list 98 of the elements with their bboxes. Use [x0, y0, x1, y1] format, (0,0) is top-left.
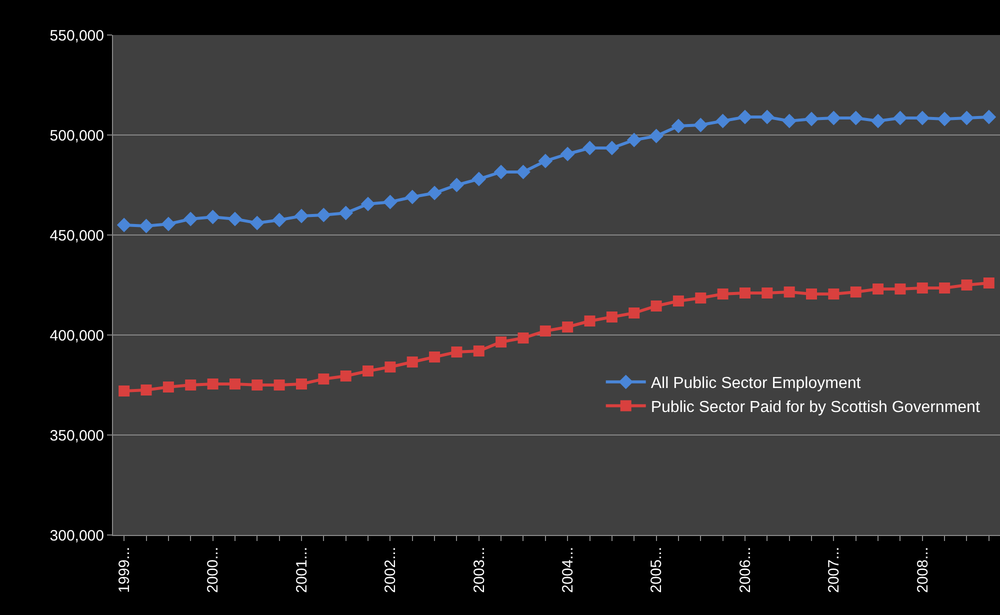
x-tick-label: 2002...: [382, 547, 400, 593]
point: [428, 186, 442, 200]
point: [806, 288, 818, 300]
x-tick-label: 2006...: [736, 547, 754, 593]
point: [695, 292, 706, 304]
point: [361, 197, 376, 211]
point: [739, 288, 750, 298]
point: [338, 206, 353, 220]
point: [782, 114, 796, 128]
x-tick-label: 1999...: [116, 547, 133, 593]
point: [893, 111, 908, 125]
point: [316, 208, 331, 222]
point: [584, 316, 596, 326]
point: [472, 172, 486, 186]
point: [604, 141, 619, 155]
point: [228, 212, 242, 226]
point: [362, 366, 374, 376]
point: [162, 382, 174, 392]
point: [406, 356, 418, 368]
point: [717, 288, 728, 300]
point: [274, 380, 285, 390]
point: [694, 118, 708, 132]
x-tick-label: 2004...: [559, 547, 576, 593]
point: [518, 332, 529, 344]
point: [606, 312, 618, 322]
point: [496, 336, 507, 348]
point: [252, 380, 263, 390]
point: [738, 110, 752, 124]
point: [872, 284, 884, 294]
point: [961, 280, 972, 290]
x-tick-label: 2008...: [914, 547, 932, 593]
point: [383, 195, 398, 209]
point: [207, 378, 218, 390]
point: [650, 300, 662, 312]
x-tick-label: 2003...: [470, 547, 488, 593]
point: [672, 296, 684, 306]
point: [384, 362, 396, 372]
point: [939, 282, 950, 294]
point: [784, 286, 795, 298]
point: [848, 111, 863, 125]
y-tick-label: 350,000: [50, 427, 104, 444]
point: [826, 111, 841, 125]
point: [582, 141, 597, 155]
point: [184, 212, 198, 226]
point: [516, 165, 530, 179]
y-tick-label: 300,000: [50, 527, 104, 544]
point: [272, 213, 286, 227]
point: [716, 114, 730, 128]
point: [117, 218, 132, 232]
point: [318, 374, 330, 384]
point: [296, 378, 307, 390]
point: [161, 217, 176, 231]
x-tick-label: 2007...: [826, 547, 843, 593]
point: [538, 154, 552, 168]
point: [762, 288, 773, 298]
point: [206, 210, 220, 224]
y-tick-label: 450,000: [50, 227, 104, 244]
point: [894, 284, 906, 294]
point: [982, 110, 996, 124]
point: [250, 216, 264, 230]
point: [938, 112, 952, 126]
point: [649, 129, 664, 143]
point: [671, 119, 686, 133]
point: [451, 346, 462, 358]
y-tick-label: 400,000: [50, 327, 104, 344]
x-tick-label: 2001...: [293, 547, 310, 593]
point: [916, 282, 928, 294]
point: [871, 114, 886, 128]
point: [915, 111, 930, 125]
point: [540, 326, 551, 336]
point: [450, 178, 464, 192]
point: [229, 378, 240, 390]
point: [562, 322, 574, 332]
point: [185, 380, 196, 390]
y-tick-label: 550,000: [50, 27, 104, 44]
point: [760, 110, 774, 124]
x-tick-label: 2005...: [648, 547, 666, 593]
legend-label: All Public Sector Employment: [650, 375, 862, 392]
point: [804, 112, 819, 126]
point: [405, 190, 420, 204]
point: [983, 278, 994, 288]
point: [494, 165, 508, 179]
point: [429, 352, 440, 362]
point: [139, 219, 154, 233]
point: [140, 384, 152, 396]
legend-label: Public Sector Paid for by Scottish Government: [650, 398, 980, 416]
point: [473, 346, 484, 356]
point: [960, 111, 974, 125]
x-tick-label: 2000...: [204, 547, 222, 593]
y-tick-label: 500,000: [50, 127, 104, 144]
point: [118, 386, 130, 396]
point: [828, 288, 840, 300]
point: [294, 209, 308, 223]
point: [628, 308, 640, 318]
point: [627, 133, 642, 147]
point: [850, 286, 862, 298]
point: [560, 147, 575, 161]
point: [340, 370, 352, 382]
